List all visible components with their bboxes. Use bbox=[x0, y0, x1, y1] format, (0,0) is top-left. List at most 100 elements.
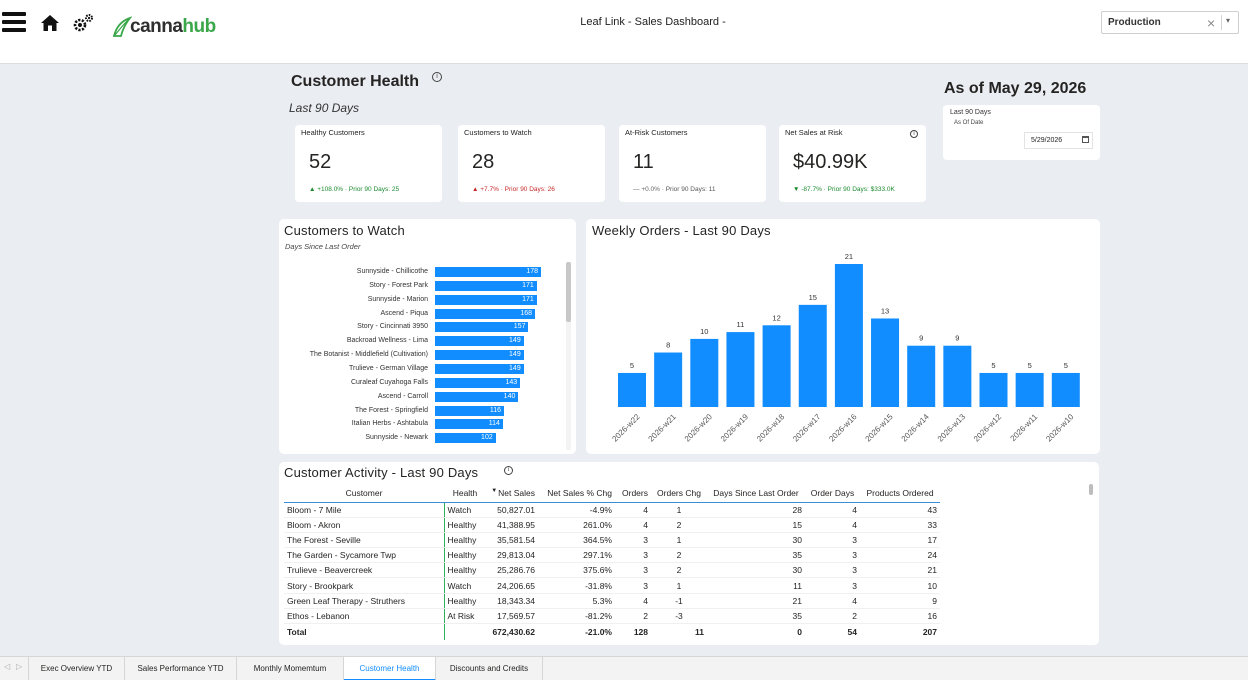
kpi-value: 52 bbox=[309, 151, 332, 173]
col-days-since-last-order[interactable]: Days Since Last Order bbox=[713, 487, 799, 498]
gears-icon[interactable] bbox=[72, 13, 94, 33]
weekly-bar[interactable] bbox=[979, 372, 1008, 407]
col-order-days[interactable]: Order Days bbox=[810, 487, 855, 498]
environment-select[interactable]: Production × ▾ bbox=[1101, 11, 1239, 34]
cell-order-days: 3 bbox=[805, 562, 860, 579]
table-row[interactable]: Trulieve - Beavercreek Healthy 25,286.76 37… bbox=[284, 562, 940, 579]
watch-bar-row[interactable]: Italian Herbs - Ashtabula 114 bbox=[279, 418, 576, 430]
col-orders-chg[interactable]: Orders Chg bbox=[657, 487, 701, 498]
top-app-bar: cannahub Leaf Link - Sales Dashboard - P… bbox=[0, 0, 1248, 64]
watch-bar[interactable]: 143 bbox=[435, 377, 521, 388]
hamburger-menu-icon[interactable] bbox=[2, 12, 26, 34]
watch-bar[interactable]: 171 bbox=[435, 294, 537, 305]
weekly-x-tick-label: 2026-w20 bbox=[683, 412, 715, 444]
watch-bar[interactable]: 116 bbox=[435, 405, 505, 416]
watch-bar-row[interactable]: Sunnyside - Newark 102 bbox=[279, 432, 576, 444]
period-label: Last 90 Days bbox=[289, 101, 360, 115]
col-net-sales-label: Net Sales bbox=[498, 487, 535, 498]
cell-orders: 4 bbox=[615, 593, 651, 609]
weekly-bar[interactable] bbox=[1051, 372, 1080, 407]
watch-bar-row[interactable]: Sunnyside - Marion 171 bbox=[279, 294, 576, 306]
clear-icon[interactable]: × bbox=[1207, 15, 1216, 31]
col-health[interactable]: Health bbox=[452, 487, 478, 498]
chart-scrollbar[interactable] bbox=[566, 262, 571, 322]
table-row[interactable]: Ethos - Lebanon At Risk 17,569.57 -81.2% 2 -3… bbox=[284, 608, 940, 625]
watch-bar-row[interactable]: Ascend - Carroll 140 bbox=[279, 391, 576, 403]
leaf-logo-icon bbox=[112, 16, 132, 37]
watch-bar-row[interactable]: Curaleaf Cuyahoga Falls 143 bbox=[279, 377, 576, 389]
home-icon[interactable] bbox=[40, 13, 60, 33]
weekly-bar[interactable] bbox=[1015, 372, 1044, 407]
weekly-bar[interactable] bbox=[690, 338, 719, 407]
watch-bar[interactable]: 149 bbox=[435, 336, 524, 347]
watch-bar-label: The Forest - Springfield bbox=[354, 406, 428, 414]
weekly-bar[interactable] bbox=[798, 304, 827, 407]
logo-text-hub: hub bbox=[182, 16, 216, 37]
watch-bar[interactable]: 178 bbox=[435, 267, 541, 277]
weekly-bar-value: 9 bbox=[955, 334, 959, 343]
watch-bar-row[interactable]: The Botanist - Middlefield (Cultivation)… bbox=[279, 349, 576, 361]
cell-days-since-last-order: 30 bbox=[707, 532, 805, 549]
tab-discounts-and-credits[interactable]: Discounts and Credits bbox=[436, 657, 543, 680]
tab-customer-health[interactable]: Customer Health bbox=[344, 657, 436, 680]
weekly-x-tick-label: 2026-w12 bbox=[972, 412, 1004, 444]
table-row[interactable]: The Garden - Sycamore Twp Healthy 29,813.0… bbox=[284, 547, 940, 564]
weekly-bar[interactable] bbox=[943, 345, 972, 407]
col-orders[interactable]: Orders bbox=[622, 487, 648, 498]
kpi-value: $40.99K bbox=[793, 151, 868, 173]
table-row[interactable]: Green Leaf Therapy - Struthers Healthy 18,… bbox=[284, 593, 940, 609]
weekly-bar[interactable] bbox=[726, 332, 755, 407]
tab-monthly-momemtum[interactable]: Monthly Momemtum bbox=[237, 657, 344, 680]
tab-prev-icon[interactable]: ◁ bbox=[4, 662, 11, 671]
watch-bar-row[interactable]: Ascend - Piqua 168 bbox=[279, 308, 576, 320]
calendar-icon[interactable] bbox=[1082, 136, 1089, 143]
watch-bar[interactable]: 168 bbox=[435, 308, 536, 319]
watch-bar-row[interactable]: Story - Cincinnati 3950 157 bbox=[279, 321, 576, 333]
cell-health: At Risk bbox=[443, 608, 486, 625]
info-icon[interactable]: i bbox=[910, 130, 918, 138]
cell-order-days: 4 bbox=[805, 517, 860, 533]
cell-orders-chg: 1 bbox=[651, 501, 707, 518]
kpi-customers-to-watch: Customers to Watch 28 ▲ +7.7% · Prior 90… bbox=[458, 125, 605, 202]
watch-bar-row[interactable]: Trulieve - German Village 149 bbox=[279, 363, 576, 375]
cell-customer: The Garden - Sycamore Twp bbox=[284, 547, 444, 564]
weekly-bar[interactable] bbox=[834, 264, 863, 407]
weekly-bar[interactable] bbox=[762, 325, 791, 407]
watch-bar[interactable]: 149 bbox=[435, 363, 524, 374]
info-icon[interactable]: i bbox=[504, 466, 513, 475]
watch-bar-row[interactable]: Backroad Wellness - Lima 149 bbox=[279, 335, 576, 347]
col-products-ordered[interactable]: Products Ordered bbox=[866, 487, 934, 498]
col-customer[interactable]: Customer bbox=[345, 487, 383, 498]
watch-bar[interactable]: 114 bbox=[435, 419, 503, 430]
tab-next-icon[interactable]: ▷ bbox=[16, 662, 23, 671]
table-row[interactable]: Bloom - Akron Healthy 41,388.95 261.0% 4 2 15 4… bbox=[284, 517, 940, 533]
watch-bar[interactable]: 102 bbox=[435, 433, 496, 444]
tab-sales-performance-ytd[interactable]: Sales Performance YTD bbox=[125, 657, 237, 680]
kpi-prior: · Prior 90 Days: $333.0K bbox=[823, 186, 895, 193]
watch-bar[interactable]: 157 bbox=[435, 322, 529, 333]
watch-bar-label: Ascend - Piqua bbox=[380, 309, 428, 317]
watch-bar[interactable]: 171 bbox=[435, 280, 537, 291]
info-icon[interactable]: i bbox=[432, 72, 442, 82]
watch-bar-row[interactable]: The Forest - Springfield 116 bbox=[279, 405, 576, 417]
col-net-sales-pct-chg[interactable]: Net Sales % Chg bbox=[547, 487, 612, 498]
watch-bar[interactable]: 149 bbox=[435, 350, 524, 361]
weekly-bar[interactable] bbox=[654, 352, 683, 407]
cell-net-sales-pct-chg: 297.1% bbox=[538, 547, 615, 564]
watch-bar[interactable]: 140 bbox=[435, 391, 519, 402]
watch-bar-row[interactable]: Sunnyside - Chillicothe 178 bbox=[279, 266, 576, 278]
tab-exec-overview-ytd[interactable]: Exec Overview YTD bbox=[28, 657, 125, 680]
table-row[interactable]: The Forest - Seville Healthy 35,581.54 364.… bbox=[284, 532, 940, 549]
weekly-bar[interactable] bbox=[907, 345, 936, 407]
table-row[interactable]: Story - Brookpark Watch 24,206.65 -31.8% 3 1 1… bbox=[284, 577, 940, 594]
chevron-down-icon[interactable]: ▾ bbox=[1226, 16, 1231, 25]
table-row[interactable]: Bloom - 7 Mile Watch 50,827.01 -4.9% 4 1 28 4 43 bbox=[284, 501, 940, 518]
table-scrollbar[interactable] bbox=[1089, 484, 1093, 495]
watch-bar-row[interactable]: Story - Forest Park 171 bbox=[279, 280, 576, 292]
weekly-bar[interactable] bbox=[618, 372, 646, 407]
col-net-sales[interactable]: ▼Net Sales bbox=[486, 484, 538, 502]
total-products-ordered: 207 bbox=[860, 623, 940, 640]
up-arrow-icon: ▲ bbox=[472, 186, 479, 193]
as-of-date-input[interactable]: 5/29/2026 bbox=[1024, 132, 1093, 149]
weekly-bar[interactable] bbox=[871, 318, 900, 407]
